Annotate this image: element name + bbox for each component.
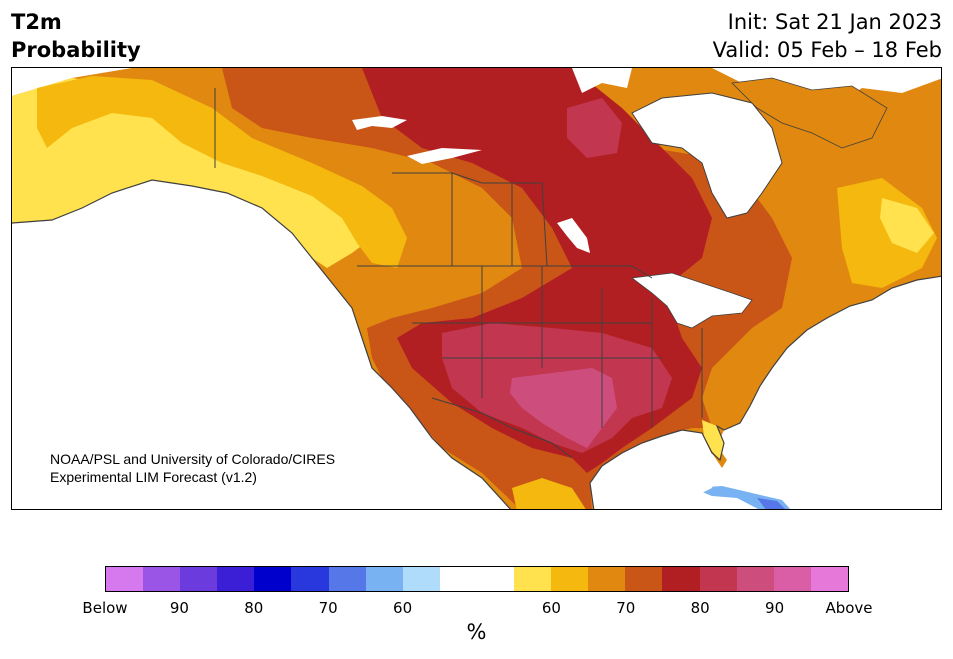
great-lakes	[630, 272, 753, 329]
pacific	[12, 180, 511, 509]
colorbar-tick-label: 80	[690, 599, 710, 617]
credit-line1: NOAA/PSL and University of Colorado/CIRE…	[50, 451, 335, 467]
atlantic	[724, 276, 941, 509]
colorbar-ticks: Below 90 80 70 60 60 70 80 90 Above	[82, 599, 872, 619]
credit-line2: Experimental LIM Forecast (v1.2)	[50, 469, 257, 485]
lake-winnipeg	[557, 218, 590, 253]
colorbar-swatch	[106, 567, 144, 591]
region-65-mexico	[512, 478, 586, 509]
lake-athabasca	[407, 148, 482, 164]
hudson-bay	[631, 92, 783, 219]
region-85-north	[567, 98, 622, 158]
arctic-channel	[572, 68, 632, 93]
colorbar-tick-label: 70	[318, 599, 338, 617]
colorbar-swatch	[217, 567, 255, 591]
map-title: T2m Probability	[11, 8, 141, 64]
valid-range: Valid: 05 Feb – 18 Feb	[712, 38, 942, 62]
title-line1: T2m	[11, 10, 62, 34]
political-borders	[214, 88, 703, 459]
region-60-west	[12, 78, 372, 268]
baffin-island	[731, 77, 888, 149]
title-line2: Probability	[11, 38, 141, 62]
colorbar	[105, 566, 849, 592]
colorbar-swatch	[180, 567, 218, 591]
colorbar-swatch	[699, 567, 737, 591]
colorbar-tick-label: 90	[169, 599, 189, 617]
colorbar-tick-label: 60	[393, 599, 413, 617]
colorbar-tick-label: 70	[616, 599, 636, 617]
colorbar-swatch	[810, 567, 848, 591]
cuba-cold-core	[757, 498, 785, 509]
colorbar-swatch	[662, 567, 700, 591]
map-canvas: NOAA/PSL and University of Colorado/CIRE…	[12, 68, 941, 509]
colorbar-swatch	[773, 567, 811, 591]
colorbar-swatch	[254, 567, 292, 591]
colorbar-swatch	[328, 567, 366, 591]
init-date: Init: Sat 21 Jan 2023	[727, 10, 942, 34]
gulf-of-mexico	[590, 430, 717, 509]
colorbar-swatch	[625, 567, 663, 591]
colorbar-swatch	[143, 567, 181, 591]
great-slave-lake	[352, 116, 407, 130]
colorbar-swatch	[365, 567, 403, 591]
colorbar-tick-label: Above	[825, 599, 873, 617]
colorbar-unit: %	[466, 620, 487, 644]
colorbar-swatch	[476, 567, 515, 591]
coastline	[12, 179, 941, 509]
region-65-west	[37, 76, 407, 268]
colorbar-swatch	[439, 567, 477, 591]
border-us-canada	[357, 265, 653, 279]
colorbar-swatch	[588, 567, 626, 591]
colorbar-swatch	[736, 567, 774, 591]
date-info: Init: Sat 21 Jan 2023 Valid: 05 Feb – 18…	[713, 8, 942, 64]
border-us-mexico	[431, 397, 573, 459]
region-60-labrador	[880, 198, 934, 253]
colorbar-swatch	[291, 567, 329, 591]
colorbar-tick-label: 80	[244, 599, 264, 617]
colorbar-tick-label: 90	[765, 599, 785, 617]
region-60-quebec	[837, 178, 937, 288]
colorbar-tick-label: 60	[541, 599, 561, 617]
colorbar-swatch	[402, 567, 440, 591]
forecast-map: NOAA/PSL and University of Colorado/CIRE…	[11, 67, 942, 510]
colorbar-tick-label: Below	[82, 599, 128, 617]
colorbar-swatch	[514, 567, 552, 591]
region-90-texas	[510, 368, 617, 448]
colorbar-swatch	[551, 567, 589, 591]
border-provinces	[392, 172, 548, 267]
